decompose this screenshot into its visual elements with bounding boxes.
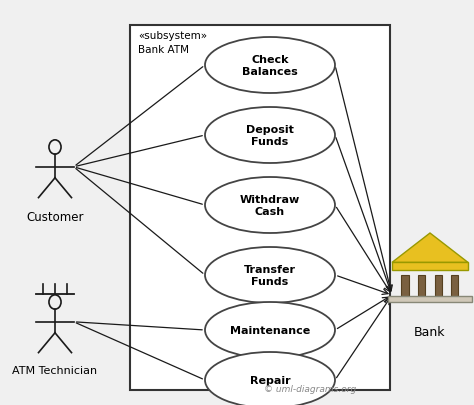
FancyBboxPatch shape (130, 26, 390, 390)
FancyBboxPatch shape (401, 275, 409, 296)
FancyBboxPatch shape (451, 275, 458, 296)
Text: Deposit
Funds: Deposit Funds (246, 124, 294, 147)
Ellipse shape (205, 247, 335, 303)
Text: Repair: Repair (250, 375, 290, 385)
Polygon shape (392, 233, 468, 263)
Ellipse shape (205, 177, 335, 233)
FancyBboxPatch shape (435, 275, 442, 296)
FancyBboxPatch shape (418, 275, 426, 296)
Text: ATM Technician: ATM Technician (12, 365, 98, 375)
FancyBboxPatch shape (388, 296, 472, 303)
Ellipse shape (205, 38, 335, 94)
FancyBboxPatch shape (392, 263, 468, 270)
Text: Customer: Customer (26, 211, 84, 224)
Ellipse shape (205, 352, 335, 405)
Text: Check
Balances: Check Balances (242, 55, 298, 77)
Text: Transfer
Funds: Transfer Funds (244, 264, 296, 286)
Ellipse shape (205, 108, 335, 164)
Text: «subsystem»
Bank ATM: «subsystem» Bank ATM (138, 31, 207, 55)
Text: Bank: Bank (414, 325, 446, 338)
Text: Maintenance: Maintenance (230, 325, 310, 335)
Text: Withdraw
Cash: Withdraw Cash (240, 194, 300, 217)
Ellipse shape (205, 302, 335, 358)
Text: © uml-diagrams.org: © uml-diagrams.org (264, 384, 356, 393)
